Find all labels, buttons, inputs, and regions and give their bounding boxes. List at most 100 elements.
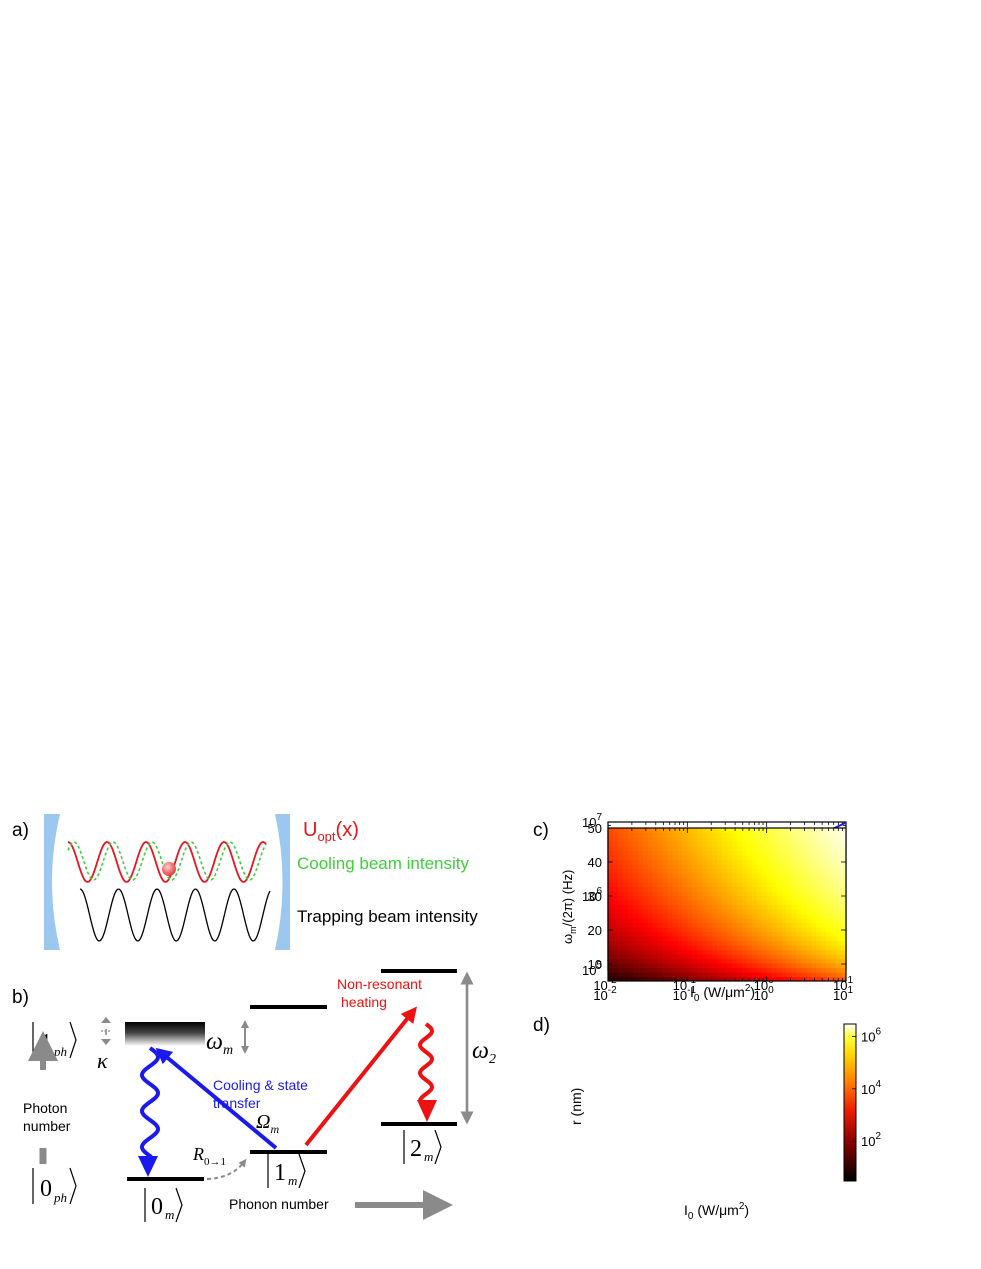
heatmap-cell — [722, 873, 728, 879]
heatmap-cell — [667, 922, 674, 928]
heatmap-cell — [627, 886, 634, 892]
heating-arrow[interactable] — [304, 1006, 418, 1147]
heatmap-cell — [682, 976, 688, 981]
cooling-transfer-arrow[interactable] — [155, 1047, 278, 1150]
heatmap-cell — [841, 891, 846, 897]
heatmap-cell — [622, 913, 629, 919]
heatmap-cell — [622, 918, 629, 924]
heatmap-cell — [617, 855, 624, 861]
heatmap-cell — [617, 963, 624, 969]
heatmap-cell — [836, 949, 842, 955]
heatmap-cell — [816, 931, 822, 937]
omega-2-label: ω2 — [472, 1038, 496, 1067]
heatmap-cell — [687, 841, 693, 847]
heatmap-cell — [836, 900, 842, 906]
heatmap-cell — [687, 904, 693, 910]
heatmap-cell — [776, 967, 783, 973]
heatmap-cell — [786, 850, 793, 856]
heatmap-cell — [821, 931, 827, 937]
heatmap-cell — [697, 900, 703, 906]
heatmap-cell — [806, 877, 812, 883]
heatmap-cell — [692, 841, 698, 847]
heatmap-cell — [761, 922, 768, 928]
heatmap-cell — [612, 859, 619, 865]
heatmap-cell — [692, 909, 698, 915]
heatmap-cell — [826, 846, 832, 852]
heatmap-cell — [781, 904, 788, 910]
heatmap-cell — [766, 891, 773, 897]
heatmap-cell — [771, 850, 778, 856]
heatmap-cell — [796, 958, 802, 964]
heatmap-cell — [727, 859, 733, 865]
heatmap-cell — [836, 913, 842, 919]
heatmap-cell — [687, 832, 693, 838]
phonon-number-label: Phonon number — [229, 1196, 329, 1212]
heatmap-cell — [821, 891, 827, 897]
heatmap-cell — [608, 868, 614, 874]
heatmap-cell — [771, 967, 778, 973]
heatmap-cell — [637, 859, 644, 865]
heatmap-cell — [776, 958, 783, 964]
heatmap-cell — [761, 918, 768, 924]
heatmap-cell — [831, 972, 837, 978]
heatmap-cell — [667, 976, 674, 981]
heatmap-cell — [687, 855, 693, 861]
heatmap-cell — [622, 877, 629, 883]
heatmap-cell — [617, 846, 624, 852]
heatmap-cell — [712, 841, 718, 847]
heatmap-cell — [667, 855, 674, 861]
heatmap-cell — [727, 877, 733, 883]
heatmap-cell — [821, 850, 827, 856]
cooling-beam-label: Cooling beam intensity — [297, 854, 469, 873]
heatmap-cell — [612, 900, 619, 906]
heatmap-cell — [662, 873, 669, 879]
heatmap-cell — [831, 940, 837, 946]
heatmap-cell — [791, 864, 798, 870]
heatmap-cell — [781, 972, 788, 978]
heatmap-cell — [811, 859, 817, 865]
heatmap-cell — [756, 855, 763, 861]
heatmap-cell — [622, 931, 629, 937]
heatmap-cell — [707, 909, 713, 915]
heatmap-cell — [687, 850, 693, 856]
heatmap-cell — [608, 972, 614, 978]
heatmap-cell — [841, 927, 846, 933]
heatmap-cell — [657, 913, 664, 919]
heatmap-cell — [692, 855, 698, 861]
heatmap-cell — [722, 891, 728, 897]
heatmap-cell — [821, 967, 827, 973]
heatmap-cell — [677, 976, 683, 981]
heatmap-cell — [761, 855, 768, 861]
svg-text:m: m — [288, 1173, 297, 1188]
heatmap-cell — [801, 837, 807, 843]
heatmap-cell — [622, 958, 629, 964]
heatmap-cell — [697, 940, 703, 946]
heatmap-cell — [821, 828, 827, 834]
heatmap-cell — [731, 967, 738, 973]
heatmap-cell — [776, 904, 783, 910]
heatmap-cell — [612, 837, 619, 843]
heatmap-cell — [627, 958, 634, 964]
svg-text:1: 1 — [274, 1160, 286, 1186]
heatmap-cell — [712, 954, 718, 960]
heatmap-cell — [622, 859, 629, 865]
heatmap-cell — [821, 958, 827, 964]
heatmap-cell — [667, 841, 674, 847]
heatmap-cell — [697, 895, 703, 901]
heatmap-cell — [637, 913, 644, 919]
heatmap-cell — [632, 918, 639, 924]
heatmap-cell — [816, 954, 822, 960]
heatmap-cell — [692, 837, 698, 843]
heatmap-cell — [781, 895, 788, 901]
heatmap-cell — [657, 931, 664, 937]
heatmap-cell — [731, 837, 738, 843]
heatmap-cell — [617, 837, 624, 843]
heatmap-cell — [761, 976, 768, 981]
heatmap-cell — [642, 918, 649, 924]
heatmap-cell — [722, 864, 728, 870]
heatmap-cell — [736, 850, 743, 856]
heatmap-cell — [791, 904, 798, 910]
heatmap-cell — [741, 900, 748, 906]
heatmap-cell — [806, 850, 812, 856]
heatmap-cell — [781, 891, 788, 897]
